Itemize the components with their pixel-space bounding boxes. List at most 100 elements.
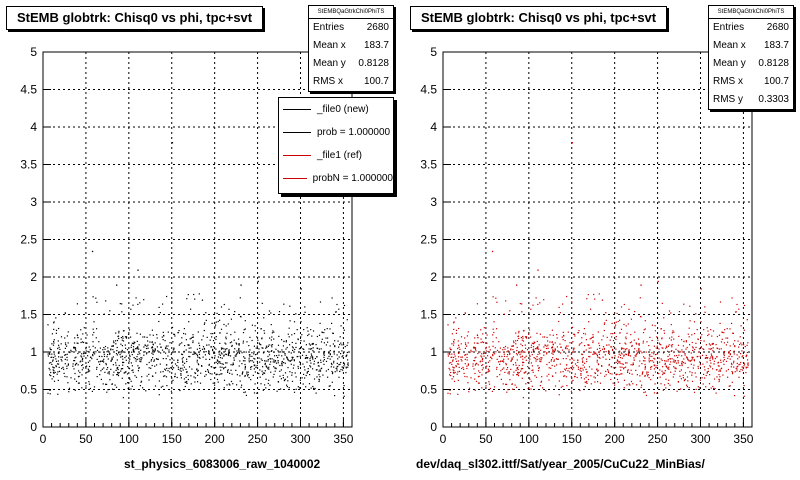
data-point — [697, 355, 699, 358]
data-point — [726, 328, 728, 330]
data-point — [647, 374, 649, 376]
data-point — [571, 361, 573, 363]
data-point — [150, 359, 153, 361]
data-point — [738, 356, 740, 358]
data-point — [248, 345, 250, 347]
data-point — [449, 369, 451, 371]
data-point — [264, 372, 266, 374]
data-point — [209, 339, 211, 341]
data-point — [558, 320, 560, 323]
data-point — [104, 345, 107, 348]
data-point — [502, 349, 504, 351]
data-point — [116, 346, 118, 349]
data-point — [283, 358, 285, 360]
data-point — [718, 365, 720, 367]
data-point — [457, 352, 459, 354]
data-point — [88, 383, 91, 385]
data-point — [122, 368, 124, 370]
data-point — [574, 376, 576, 378]
data-point — [556, 358, 558, 360]
data-point — [140, 381, 142, 383]
data-point — [292, 349, 294, 351]
data-point — [487, 350, 489, 353]
data-point — [683, 303, 685, 305]
data-point — [316, 335, 318, 338]
data-point — [160, 352, 162, 354]
data-point — [302, 383, 304, 385]
data-point — [567, 370, 569, 372]
data-point — [586, 371, 588, 373]
data-point — [625, 336, 627, 338]
data-point — [223, 379, 226, 381]
data-point — [182, 361, 184, 363]
data-point — [644, 320, 646, 322]
data-point — [628, 352, 630, 354]
data-point — [59, 348, 61, 350]
data-point — [648, 359, 650, 361]
data-point — [245, 351, 247, 353]
data-point — [270, 361, 272, 363]
data-point — [181, 367, 183, 369]
data-point — [62, 366, 64, 368]
data-point — [216, 378, 219, 381]
data-point — [162, 339, 164, 341]
data-point — [108, 371, 110, 373]
data-point — [642, 371, 644, 373]
data-point — [634, 311, 636, 313]
data-point — [521, 311, 523, 313]
data-point — [522, 340, 525, 342]
data-point — [263, 317, 265, 319]
data-point — [539, 353, 541, 355]
data-point — [318, 370, 320, 372]
data-point — [274, 367, 276, 369]
data-point — [222, 363, 224, 365]
data-point — [584, 381, 586, 383]
data-point — [107, 354, 109, 356]
data-point — [242, 371, 244, 373]
data-point — [571, 368, 574, 371]
data-point — [151, 364, 153, 367]
data-point — [312, 343, 314, 345]
data-point — [262, 352, 265, 354]
data-point — [485, 348, 487, 350]
data-point — [269, 337, 271, 339]
data-point — [179, 343, 181, 345]
data-point — [87, 371, 89, 373]
data-point — [315, 369, 317, 371]
data-point — [116, 350, 118, 352]
data-point — [285, 348, 287, 350]
data-point — [180, 370, 182, 372]
data-point — [282, 351, 284, 353]
data-point — [520, 356, 522, 358]
data-point — [624, 350, 626, 352]
data-point — [645, 351, 647, 353]
data-point — [55, 329, 58, 331]
data-point — [452, 371, 455, 374]
data-point — [232, 383, 234, 385]
data-point — [198, 293, 200, 295]
data-point — [697, 386, 699, 388]
data-point — [306, 372, 308, 374]
data-point — [723, 350, 726, 353]
data-point — [529, 358, 531, 360]
data-point — [662, 389, 664, 391]
data-point — [598, 351, 600, 353]
data-point — [174, 351, 176, 353]
x-tick-label: 200 — [605, 432, 625, 446]
data-point — [634, 331, 636, 333]
data-point — [115, 369, 117, 371]
data-point — [347, 364, 349, 366]
data-point — [676, 355, 678, 357]
data-point — [242, 340, 244, 342]
data-point — [284, 378, 286, 380]
data-point — [247, 374, 249, 376]
legend-entry: _file1 (ref) — [279, 144, 393, 167]
data-point — [239, 315, 242, 318]
data-point — [449, 353, 451, 355]
data-point — [531, 354, 533, 356]
data-point — [684, 362, 686, 364]
data-point — [693, 360, 695, 362]
data-point — [579, 369, 581, 371]
data-point — [268, 310, 271, 312]
data-point — [707, 334, 709, 337]
